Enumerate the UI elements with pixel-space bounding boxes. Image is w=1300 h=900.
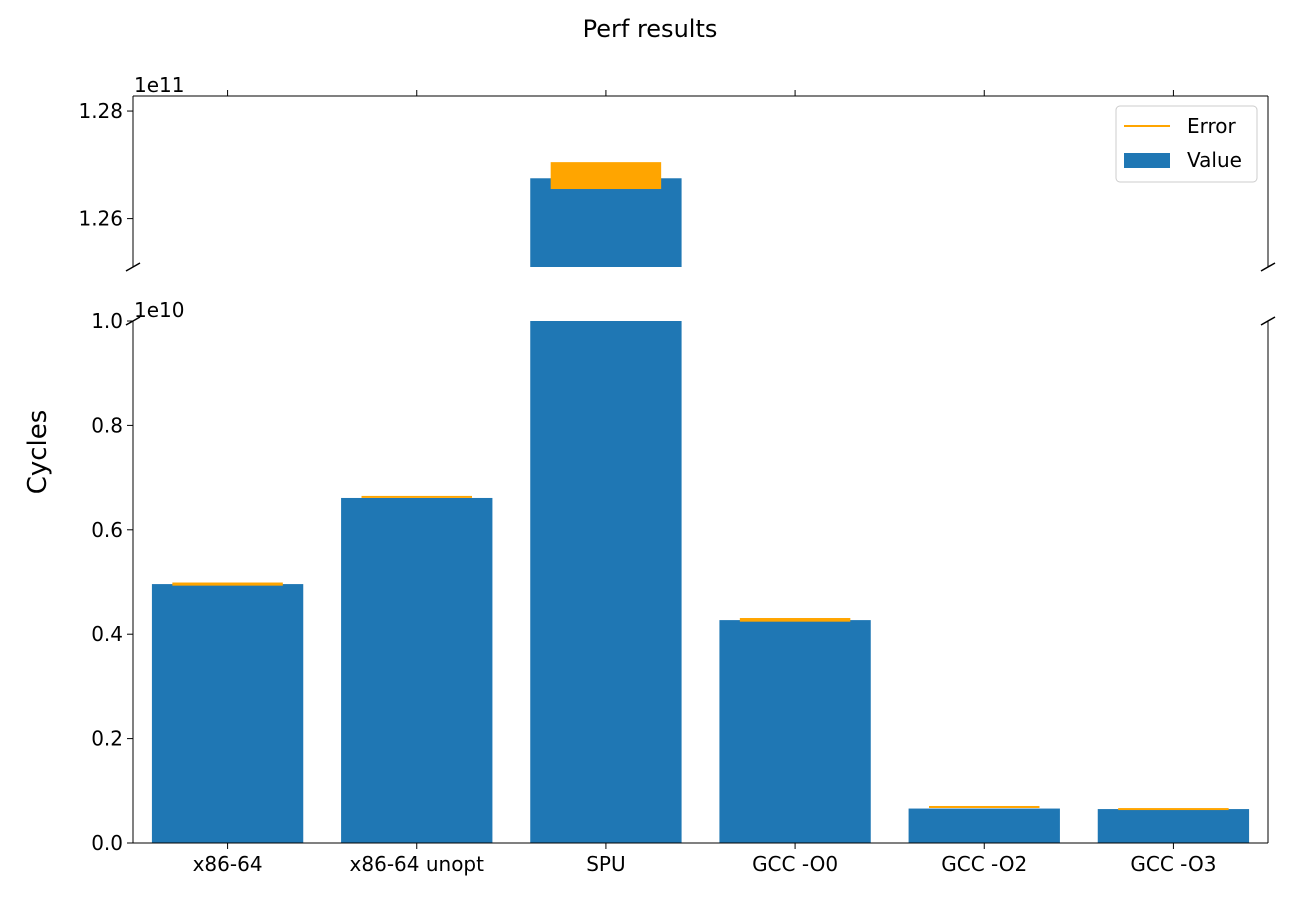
y-tick-label: 0.4 (91, 622, 123, 646)
y-tick-label: 1.26 (78, 207, 123, 231)
error-bar (929, 805, 1040, 808)
bar (530, 178, 682, 267)
error-bar (361, 495, 472, 498)
y-tick-label: 1.0 (91, 309, 123, 333)
y-axis-label: Cycles (23, 410, 53, 495)
upper-panel: 1.26 1.28 (78, 90, 1269, 267)
error-bar (550, 162, 662, 190)
bar (719, 620, 871, 843)
break-mark (125, 262, 141, 272)
bar (1097, 809, 1250, 843)
upper-offset-label: 1e11 (134, 73, 184, 97)
error-bar (1118, 808, 1229, 811)
bars-group (530, 162, 682, 267)
break-mark (125, 316, 141, 326)
error-bar (172, 582, 283, 586)
x-tick-label: GCC -O3 (1130, 852, 1216, 876)
legend-error-label: Error (1187, 114, 1237, 138)
y-tick-label: 1.28 (78, 99, 123, 123)
x-tick-label: x86-64 (193, 852, 263, 876)
legend: Error Value (1115, 105, 1258, 183)
bar (530, 321, 682, 843)
lower-panel: 0.0 0.2 0.4 0.6 0.8 1.0 x86-64 x86-64 unopt SPU G… (91, 309, 1269, 876)
break-mark (1260, 262, 1276, 272)
y-tick-label: 0.2 (91, 727, 123, 751)
break-mark (1260, 316, 1276, 326)
bars-group (151, 321, 1250, 843)
bar (151, 584, 304, 843)
lower-offset-label: 1e10 (134, 298, 184, 322)
y-tick-label: 0.6 (91, 518, 123, 542)
x-tick-label: x86-64 unopt (350, 852, 485, 876)
chart-title: Perf results (583, 15, 718, 43)
axis-break-marks (125, 262, 1276, 326)
legend-value-swatch (1124, 153, 1170, 168)
y-tick-label: 0.8 (91, 413, 123, 437)
bar (908, 808, 1060, 843)
bar (341, 497, 493, 843)
legend-value-label: Value (1187, 148, 1242, 172)
x-tick-label: GCC -O0 (752, 852, 838, 876)
y-tick-label: 0.0 (91, 831, 123, 855)
x-tick-label: SPU (586, 852, 625, 876)
x-tick-label: GCC -O2 (941, 852, 1027, 876)
error-bar (739, 618, 851, 622)
